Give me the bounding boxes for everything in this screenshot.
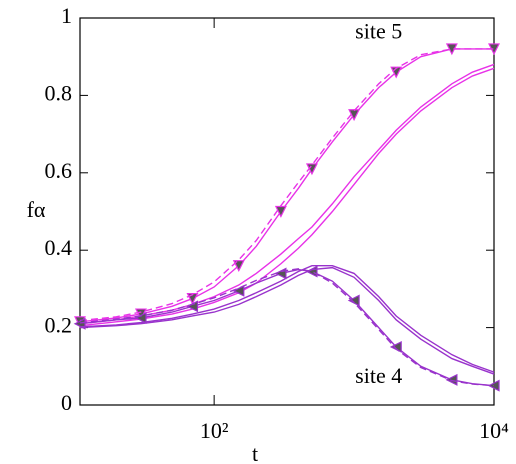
- series-line: [79, 266, 495, 375]
- annotation: site 5: [355, 19, 402, 44]
- x-tick-label: 10²: [200, 418, 229, 443]
- x-tick-label: 10⁴: [479, 418, 509, 443]
- marker: [347, 294, 360, 307]
- x-axis-label: t: [252, 441, 258, 464]
- y-tick-label: 0.2: [45, 313, 73, 338]
- series-line: [79, 268, 495, 387]
- y-tick-label: 1: [61, 3, 72, 28]
- series-line: [79, 264, 495, 373]
- marker: [232, 260, 245, 273]
- marker: [445, 373, 458, 386]
- y-axis-label: fα: [27, 197, 46, 222]
- annotation: site 4: [355, 363, 402, 388]
- series-line: [79, 48, 494, 323]
- y-tick-label: 0: [61, 390, 72, 415]
- series-line: [79, 268, 495, 387]
- y-tick-label: 0.4: [45, 235, 73, 260]
- marker: [232, 284, 245, 297]
- plot-frame: [79, 17, 495, 406]
- series-line: [79, 48, 494, 322]
- series-line: [79, 67, 495, 327]
- y-tick-label: 0.8: [45, 80, 73, 105]
- y-tick-label: 0.6: [45, 158, 73, 183]
